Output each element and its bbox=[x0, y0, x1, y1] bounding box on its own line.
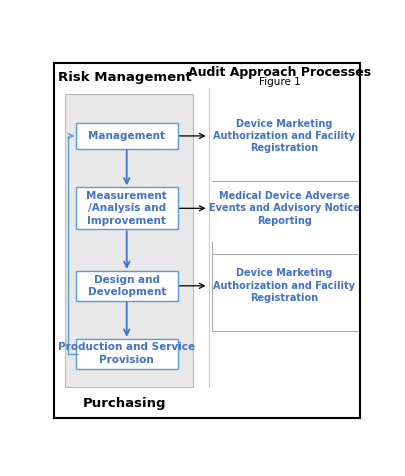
Text: Medical Device Adverse
Events and Advisory Notice
Reporting: Medical Device Adverse Events and Adviso… bbox=[209, 191, 360, 226]
Text: Measurement
/Analysis and
Improvement: Measurement /Analysis and Improvement bbox=[86, 191, 167, 226]
FancyBboxPatch shape bbox=[76, 123, 178, 149]
Text: Purchasing: Purchasing bbox=[83, 397, 166, 410]
Text: Device Marketing
Authorization and Facility
Registration: Device Marketing Authorization and Facil… bbox=[213, 268, 356, 303]
Text: Figure 1: Figure 1 bbox=[259, 77, 301, 87]
FancyBboxPatch shape bbox=[65, 94, 194, 387]
Text: Risk Management: Risk Management bbox=[58, 71, 191, 84]
FancyBboxPatch shape bbox=[54, 63, 360, 418]
Text: Audit Approach Processes: Audit Approach Processes bbox=[188, 66, 371, 79]
FancyBboxPatch shape bbox=[76, 187, 178, 229]
FancyBboxPatch shape bbox=[76, 338, 178, 368]
Text: Design and
Development: Design and Development bbox=[87, 275, 166, 297]
FancyBboxPatch shape bbox=[76, 271, 178, 301]
Text: Production and Service
Provision: Production and Service Provision bbox=[58, 342, 195, 365]
Text: Device Marketing
Authorization and Facility
Registration: Device Marketing Authorization and Facil… bbox=[213, 119, 356, 153]
Text: Management: Management bbox=[88, 131, 165, 141]
